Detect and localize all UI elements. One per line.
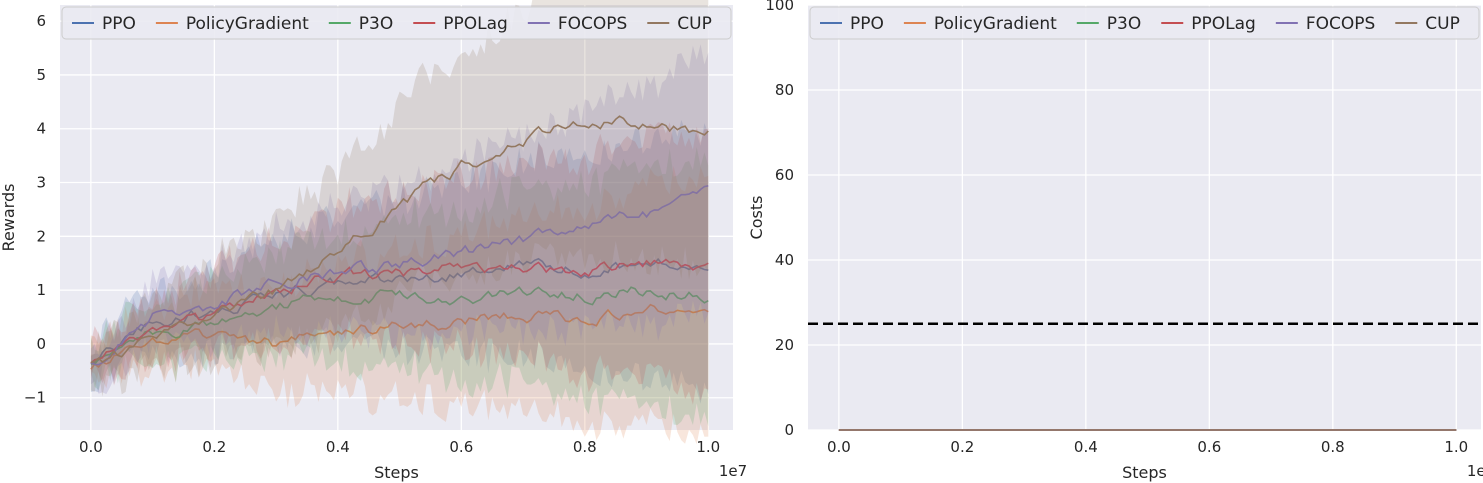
x-tick-label: 0.6 xyxy=(1197,438,1221,456)
x-tick-label: 0.2 xyxy=(202,438,226,456)
x-axis-label: Steps xyxy=(374,463,419,482)
x-tick-label: 0.4 xyxy=(326,438,350,456)
legend-label: PolicyGradient xyxy=(934,14,1057,34)
x-tick-label: 0.8 xyxy=(573,438,597,456)
y-tick-label: 20 xyxy=(775,336,794,354)
legend-label: PolicyGradient xyxy=(186,14,309,34)
x-tick-label: 0.2 xyxy=(950,438,974,456)
y-tick-label: −1 xyxy=(24,389,46,407)
x-axis-label: Steps xyxy=(1122,463,1167,482)
line-ppolag xyxy=(90,258,709,364)
legend-label: CUP xyxy=(1425,14,1460,34)
band-cup xyxy=(90,0,709,397)
series-group xyxy=(90,0,709,445)
legend-label: FOCOPS xyxy=(1306,14,1375,34)
band-ppolag xyxy=(90,122,709,405)
x-tick-label: 0.8 xyxy=(1321,438,1345,456)
legend-label: P3O xyxy=(1107,14,1141,34)
x-offset-label: 1e7 xyxy=(1467,462,1483,480)
y-tick-label: 4 xyxy=(36,120,46,138)
band-policygradient xyxy=(90,165,709,445)
legend-box xyxy=(61,6,732,40)
line-focops xyxy=(90,185,709,366)
y-tick-label: 3 xyxy=(36,174,46,192)
legend-label: PPOLag xyxy=(1191,14,1256,34)
y-tick-label: 1 xyxy=(36,281,46,299)
x-offset-label: 1e7 xyxy=(719,462,747,480)
line-cup xyxy=(90,115,709,364)
legend-box xyxy=(809,6,1480,40)
legend: PPO PolicyGradient P3O PPOLag FOCOPS CUP xyxy=(809,6,1480,40)
legend-label: FOCOPS xyxy=(558,14,627,34)
legend-label: P3O xyxy=(359,14,393,34)
band-p3o xyxy=(90,147,709,427)
y-tick-label: 6 xyxy=(36,12,46,30)
legend: PPO PolicyGradient P3O PPOLag FOCOPS CUP xyxy=(61,6,732,40)
y-tick-label: 5 xyxy=(36,66,46,84)
y-tick-label: 80 xyxy=(775,81,794,99)
y-tick-label: 0 xyxy=(784,421,794,439)
x-tick-label: 0.4 xyxy=(1074,438,1098,456)
legend-label: CUP xyxy=(677,14,712,34)
legend-label: PPOLag xyxy=(443,14,508,34)
rewards-chart: −1 0 1 2 3 4 5 6 0.0 0.2 0.4 0.6 0.8 1.0 Steps Rewards 1… xyxy=(0,0,747,482)
band-ppo xyxy=(90,119,709,404)
legend-label: PPO xyxy=(850,14,884,34)
x-tick-label: 0.0 xyxy=(79,438,103,456)
costs-chart: 0 20 40 60 80 100 0.0 0.2 0.4 0.6 0.8 1.0 Steps Costs… xyxy=(747,0,1483,482)
plot-area xyxy=(808,5,1481,430)
plot-area xyxy=(60,5,733,430)
line-policygradient xyxy=(90,303,709,370)
y-tick-label: 2 xyxy=(36,227,46,245)
y-axis-label: Rewards xyxy=(0,184,18,252)
band-focops xyxy=(90,44,709,395)
legend-label: PPO xyxy=(102,14,136,34)
x-tick-label: 0.0 xyxy=(827,438,851,456)
x-tick-label: 0.6 xyxy=(449,438,473,456)
y-tick-label: 60 xyxy=(775,166,794,184)
y-tick-label: 40 xyxy=(775,251,794,269)
x-tick-label: 1.0 xyxy=(696,438,720,456)
x-tick-label: 1.0 xyxy=(1444,438,1468,456)
y-axis-label: Costs xyxy=(747,196,766,240)
y-tick-label: 0 xyxy=(36,335,46,353)
y-tick-label: 100 xyxy=(765,0,794,14)
